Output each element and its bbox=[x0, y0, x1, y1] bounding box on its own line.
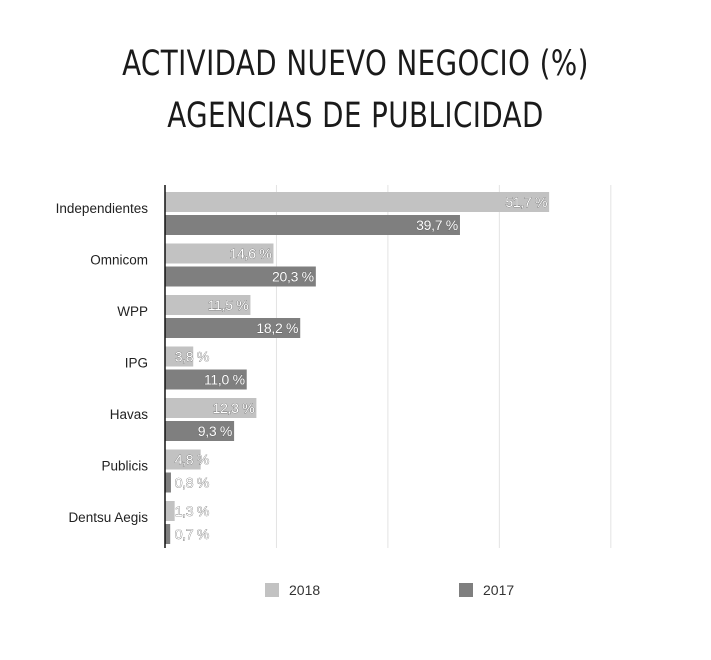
bar bbox=[165, 192, 550, 212]
data-label: 18,2 % bbox=[256, 320, 298, 336]
data-label: 14,6 % bbox=[230, 246, 272, 262]
data-label: 11,0 % bbox=[204, 372, 245, 388]
category-label: Dentsu Aegis bbox=[68, 510, 148, 525]
chart-title: ACTIVIDAD NUEVO NEGOCIO (%) AGENCIAS DE … bbox=[43, 38, 669, 142]
legend-label-2017: 2017 bbox=[483, 582, 515, 598]
bar bbox=[165, 215, 460, 235]
data-label: 0,7 % bbox=[175, 526, 209, 542]
legend-swatch-2017 bbox=[459, 583, 473, 597]
bar bbox=[165, 318, 301, 338]
bar bbox=[165, 472, 171, 493]
chart-title-line-1: ACTIVIDAD NUEVO NEGOCIO (%) bbox=[122, 44, 589, 84]
chart-title-line-2: AGENCIAS DE PUBLICIDAD bbox=[167, 96, 544, 136]
data-label: 51,7 % bbox=[505, 194, 547, 210]
bar bbox=[165, 346, 194, 367]
legend-label-2018: 2018 bbox=[289, 582, 321, 598]
data-label: 1,3 % bbox=[175, 503, 209, 519]
bar bbox=[165, 369, 247, 390]
data-label: 12,3 % bbox=[213, 400, 255, 416]
legend-item-2017: 2017 bbox=[459, 582, 514, 598]
category-label: WPP bbox=[117, 304, 148, 319]
chart-legend: 2018 2017 bbox=[0, 582, 711, 602]
category-label: Independientes bbox=[56, 201, 149, 216]
bar bbox=[165, 243, 274, 264]
data-label: 3,8 % bbox=[175, 349, 209, 365]
data-label: 9,3 % bbox=[198, 423, 232, 439]
category-label: Publicis bbox=[101, 459, 148, 474]
bar bbox=[165, 421, 235, 441]
data-label: 39,7 % bbox=[416, 217, 458, 233]
data-label: 20,3 % bbox=[272, 269, 314, 285]
bar bbox=[165, 501, 175, 521]
bar bbox=[165, 398, 257, 418]
legend-item-2018: 2018 bbox=[265, 582, 320, 598]
data-label: 11,5 % bbox=[208, 297, 249, 313]
legend-swatch-2018 bbox=[265, 583, 279, 597]
bar bbox=[165, 449, 201, 470]
bar bbox=[165, 295, 251, 315]
bar bbox=[165, 266, 316, 287]
bar bbox=[165, 524, 171, 544]
category-label: Havas bbox=[110, 407, 149, 422]
data-label: 4,8 % bbox=[175, 452, 209, 468]
category-label: Omnicom bbox=[90, 253, 148, 268]
category-label: IPG bbox=[125, 356, 148, 371]
data-label: 0,8 % bbox=[175, 475, 209, 491]
